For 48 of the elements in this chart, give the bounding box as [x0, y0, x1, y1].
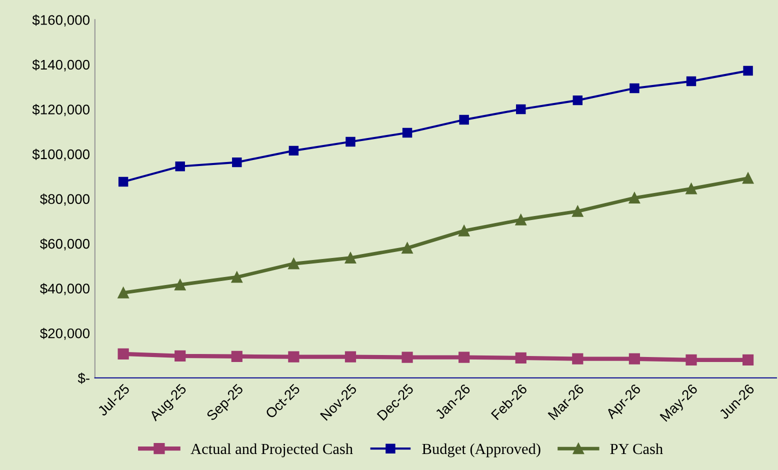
point	[288, 351, 300, 362]
point	[572, 206, 584, 217]
point	[686, 354, 697, 366]
point	[402, 242, 413, 254]
point	[346, 136, 356, 147]
point	[458, 352, 470, 363]
point	[628, 353, 640, 364]
y-tick-label: $20,000	[40, 328, 90, 340]
point	[118, 176, 128, 187]
point	[516, 104, 526, 114]
point	[572, 353, 584, 364]
point	[515, 214, 526, 226]
legend-label: Actual and Projected Cash	[190, 443, 353, 458]
point	[344, 351, 356, 362]
point	[742, 172, 754, 184]
point	[118, 287, 129, 298]
y-tick-label: $60,000	[40, 238, 90, 250]
y-tick-label: $80,000	[40, 194, 90, 206]
point	[288, 146, 299, 156]
point	[402, 128, 412, 138]
point	[174, 279, 186, 290]
y-tick-label: $40,000	[40, 283, 90, 296]
point	[231, 350, 242, 362]
point	[630, 83, 640, 94]
y-tick-label: $120,000	[32, 104, 90, 116]
point	[118, 348, 129, 360]
legend-label: PY Cash	[610, 443, 663, 454]
point	[231, 272, 242, 283]
point	[402, 352, 413, 363]
point	[742, 354, 754, 366]
legend-label: Budget (Approved)	[422, 443, 540, 458]
y-tick-label: $140,000	[32, 59, 90, 72]
point	[175, 161, 185, 172]
point	[572, 95, 583, 106]
point	[686, 76, 696, 86]
y-tick-label: $160,000	[32, 14, 90, 27]
point	[232, 157, 242, 168]
y-tick-label: $100,000	[32, 148, 90, 161]
point	[743, 66, 753, 76]
point	[515, 352, 526, 364]
point	[459, 114, 469, 125]
point	[686, 183, 697, 194]
point	[344, 252, 356, 264]
point	[288, 258, 300, 270]
point	[174, 350, 186, 362]
point	[458, 225, 470, 236]
point	[628, 192, 640, 204]
y-tick-label: $-	[78, 372, 90, 384]
